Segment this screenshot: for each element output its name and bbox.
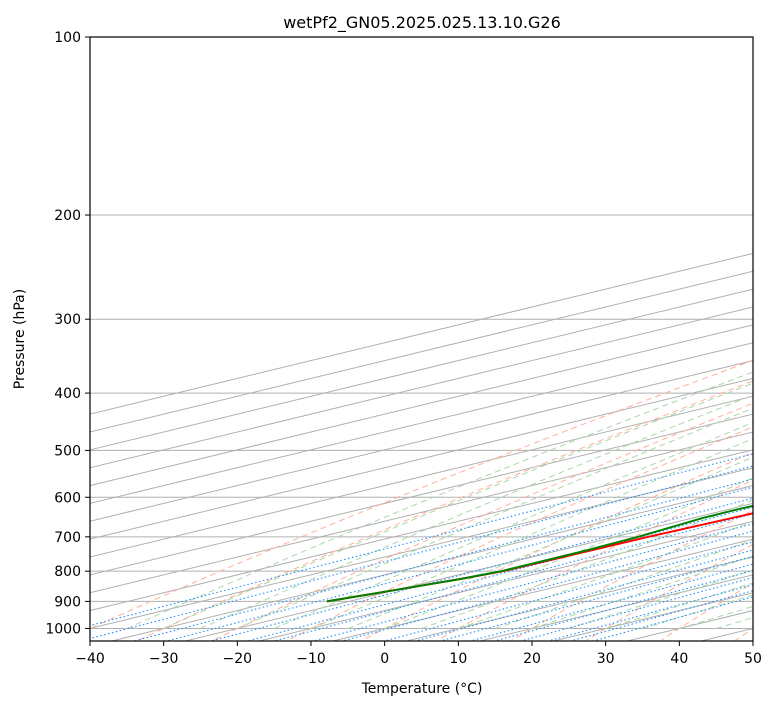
x-tick-label: −40: [75, 651, 105, 667]
y-tick-label: 700: [54, 530, 81, 546]
dry-adiabat-line: [434, 479, 753, 641]
isotherm-line: [551, 592, 753, 641]
x-tick-label: 50: [744, 651, 762, 667]
x-tick-label: 40: [670, 651, 688, 667]
y-axis-title: Pressure (hPa): [12, 289, 28, 389]
moist-adiabat-line: [237, 407, 753, 629]
isotherm-line: [477, 574, 753, 641]
y-tick-label: 600: [54, 490, 81, 506]
moist-adiabat-line: [384, 477, 753, 629]
mixing-ratio-line: [208, 497, 753, 641]
isotherm-line: [330, 538, 753, 641]
dry-adiabat-line: [659, 582, 753, 641]
isotherm-line: [90, 449, 753, 612]
moist-adiabat-line: [421, 499, 753, 629]
isotherm-line: [90, 252, 753, 415]
x-tick-label: 30: [597, 651, 615, 667]
moist-adiabat-line: [495, 539, 753, 629]
x-tick-label: 20: [523, 651, 541, 667]
dry-adiabat-line: [90, 359, 753, 630]
mixing-ratio-line: [131, 478, 753, 641]
y-tick-label: 300: [54, 312, 81, 328]
dry-adiabat-line: [360, 451, 753, 641]
mixing-ratio-line: [382, 541, 753, 641]
x-tick-label: 10: [449, 651, 467, 667]
temperature-line: [326, 512, 753, 603]
isotherm-line: [698, 627, 753, 641]
x-tick-label: 0: [380, 651, 389, 667]
mixing-ratio-line: [90, 465, 753, 640]
mixing-ratio-line: [468, 563, 753, 641]
dry-adiabat-line: [509, 509, 753, 641]
background-lines: [90, 37, 753, 641]
isotherm-line: [90, 324, 753, 487]
dry-adiabat-line: [584, 543, 753, 641]
y-tick-label: 400: [54, 386, 81, 402]
x-tick-label: −10: [296, 651, 326, 667]
isotherm-line: [90, 431, 753, 594]
isotherm-line: [90, 467, 753, 629]
moist-adiabat-line: [274, 422, 753, 629]
moist-adiabat-line: [716, 617, 753, 629]
dewpoint-line: [326, 504, 753, 603]
dry-adiabat-line: [285, 426, 753, 641]
isotherm-line: [90, 270, 753, 433]
moist-adiabat-line: [458, 520, 753, 629]
mixing-ratio-line: [413, 549, 753, 641]
y-tick-label: 800: [54, 564, 81, 580]
mixing-ratio-line: [340, 530, 753, 641]
x-tick-label: −30: [149, 651, 179, 667]
x-tick-label: −20: [223, 651, 253, 667]
moist-adiabat-line: [605, 582, 753, 629]
moist-adiabat-line: [347, 456, 753, 629]
axes: −40 −30 −20 −10 0 10 20 30 40 50 100 200 300 400 500 60…: [45, 30, 762, 667]
isotherm-line: [90, 288, 753, 451]
moist-adiabat-line: [126, 371, 753, 629]
isotherm-line: [90, 395, 753, 558]
moist-adiabat-line: [531, 555, 753, 629]
chart-title: wetPf2_GN05.2025.025.13.10.G26: [283, 13, 561, 33]
y-tick-label: 100: [54, 30, 81, 46]
isotherm-line: [109, 485, 753, 641]
isotherm-line: [183, 502, 753, 641]
mixing-ratio-line: [518, 576, 753, 641]
y-tick-label: 500: [54, 443, 81, 459]
moist-adiabat-line: [568, 569, 753, 629]
y-tick-label: 200: [54, 208, 81, 224]
moist-adiabat-line: [679, 605, 753, 629]
moist-adiabat-line: [200, 394, 753, 629]
moist-adiabat-line: [642, 594, 753, 629]
isotherm-line: [256, 520, 753, 641]
moist-adiabat-line: [163, 382, 753, 629]
sounding-lines: [326, 504, 753, 603]
y-tick-label: 900: [54, 594, 81, 610]
dry-adiabat-line: [135, 380, 753, 641]
x-axis-title: Temperature (°C): [361, 681, 483, 697]
y-tick-label: 1000: [45, 621, 81, 637]
isotherm-line: [90, 413, 753, 576]
plot-frame: [89, 36, 754, 642]
mixing-ratio-line: [492, 569, 753, 641]
isotherm-line: [90, 306, 753, 469]
mixing-ratio-line: [438, 555, 753, 641]
